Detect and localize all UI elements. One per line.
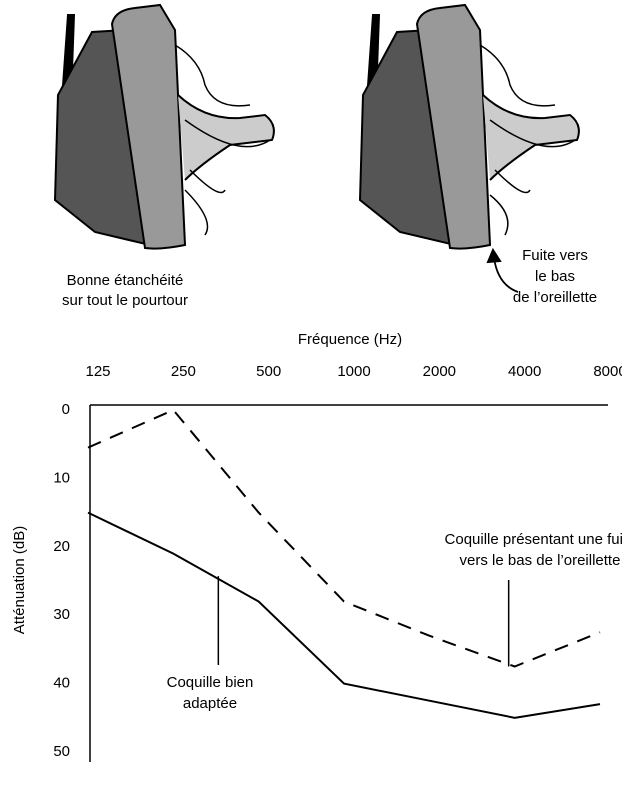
- x-tick-label: 2000: [423, 363, 456, 380]
- y-tick-label: 30: [53, 606, 70, 623]
- caption: sur tout le pourtour: [62, 292, 188, 309]
- annotation: adaptée: [183, 695, 237, 712]
- illustration-sealed: [55, 5, 274, 249]
- x-tick-label: 4000: [508, 363, 541, 380]
- caption: Fuite vers: [522, 247, 588, 264]
- caption: le bas: [535, 268, 575, 285]
- annotation: Coquille présentant une fuite: [445, 531, 622, 548]
- caption: de l’oreillette: [513, 289, 597, 306]
- y-tick-label: 0: [62, 401, 70, 418]
- x-tick-label: 500: [256, 363, 281, 380]
- y-tick-label: 20: [53, 538, 70, 555]
- page: Bonne étanchéité sur tout le pourtour Fu…: [0, 0, 622, 794]
- y-tick-label: 40: [53, 675, 70, 692]
- y-tick-label: 10: [53, 469, 70, 486]
- x-tick-label: 250: [171, 363, 196, 380]
- x-tick-label: 125: [85, 363, 110, 380]
- annotation: Coquille bien: [167, 674, 254, 691]
- x-tick-label: 1000: [337, 363, 370, 380]
- annotation: vers le bas de l’oreillette: [460, 552, 621, 569]
- y-tick-label: 50: [53, 743, 70, 760]
- x-axis-label: Fréquence (Hz): [298, 331, 402, 348]
- y-axis-label: Atténuation (dB): [11, 526, 28, 634]
- caption: Bonne étanchéité: [67, 272, 184, 289]
